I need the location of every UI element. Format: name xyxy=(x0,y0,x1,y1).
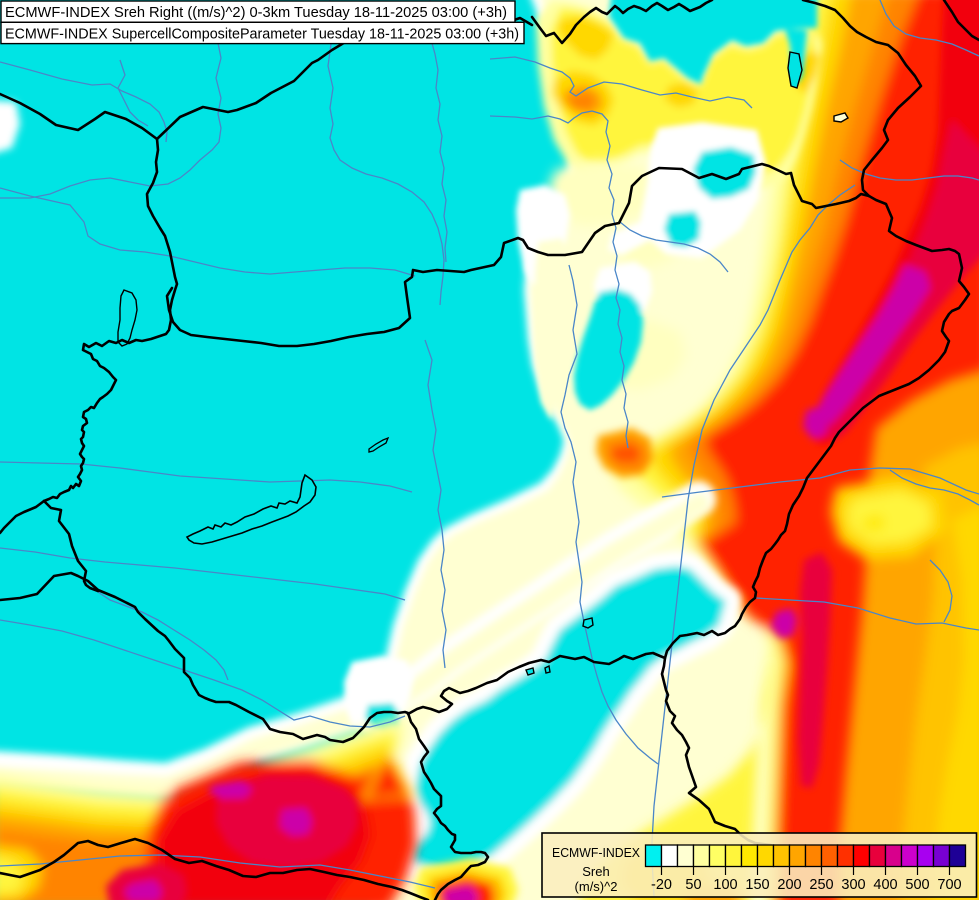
svg-text:700: 700 xyxy=(937,877,961,893)
svg-text:250: 250 xyxy=(809,877,833,893)
svg-text:300: 300 xyxy=(841,877,865,893)
svg-text:(m/s)^2: (m/s)^2 xyxy=(575,879,618,894)
svg-text:ECMWF-INDEX: ECMWF-INDEX xyxy=(552,845,640,860)
svg-text:Sreh: Sreh xyxy=(582,864,609,879)
svg-text:400: 400 xyxy=(873,877,897,893)
svg-text:100: 100 xyxy=(713,877,737,893)
svg-text:150: 150 xyxy=(745,877,769,893)
svg-text:50: 50 xyxy=(685,877,701,893)
svg-text:200: 200 xyxy=(777,877,801,893)
svg-text:-20: -20 xyxy=(651,877,672,893)
svg-text:ECMWF-INDEX SupercellComposite: ECMWF-INDEX SupercellCompositeParameter … xyxy=(5,25,519,42)
svg-text:ECMWF-INDEX Sreh Right ((m/s)^: ECMWF-INDEX Sreh Right ((m/s)^2) 0-3km T… xyxy=(5,4,507,21)
svg-text:500: 500 xyxy=(905,877,929,893)
